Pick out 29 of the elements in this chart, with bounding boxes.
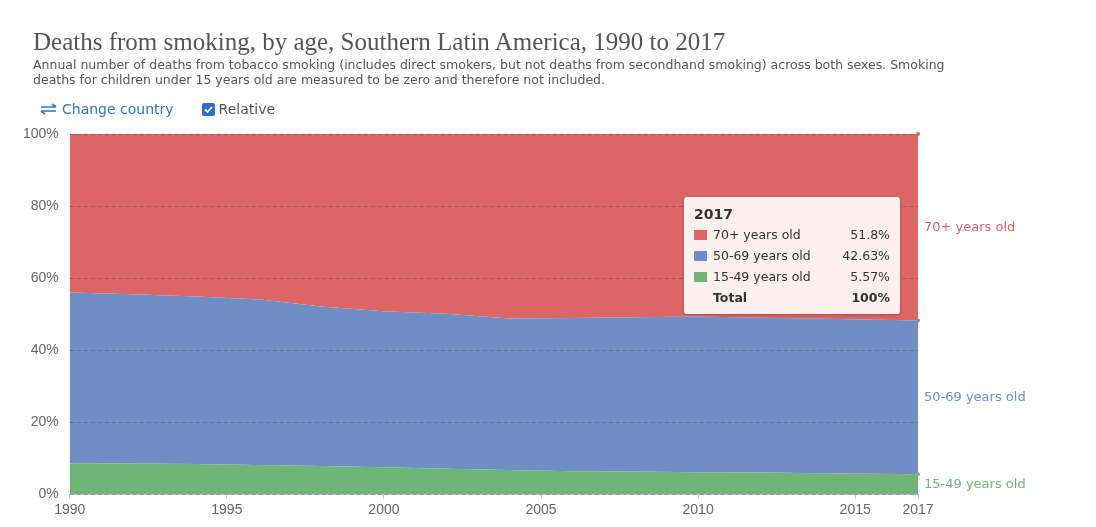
- x-tick-label: 2015: [839, 501, 871, 518]
- y-tick-label: 40%: [30, 340, 59, 357]
- chart-title: Deaths from smoking, by age, Southern Latin America, 1990 to 2017: [33, 28, 726, 56]
- legend-label: 50-69 years old: [713, 248, 812, 263]
- text: Relative: [218, 101, 276, 117]
- y-tick-label: 20%: [30, 413, 59, 430]
- text: Change country: [62, 101, 174, 117]
- annotation: 2017: [694, 204, 734, 224]
- text: 50-69 years old: [924, 388, 1026, 404]
- x-tick-label: 2017: [902, 501, 934, 518]
- annotation: 42.63%: [842, 248, 890, 263]
- legend-label: 70+ years old: [713, 227, 802, 242]
- y-tick-label: 100%: [22, 124, 59, 141]
- y-tick-label: 80%: [30, 196, 59, 213]
- annotation: 100%: [851, 290, 890, 305]
- x-tick-label: 2005: [525, 501, 557, 518]
- legend-label: 15-49 years old: [713, 269, 812, 284]
- annotation: 5.57%: [850, 269, 890, 284]
- annotation: 51.8%: [850, 227, 890, 242]
- x-tick-label: 1990: [54, 501, 86, 518]
- annotation: Total: [713, 290, 749, 305]
- chart-subtitle: Annual number of deaths from tobacco smoking (includes direct smokers, but not deaths from secondhand smoking) across both sexes. Smoking deaths for children under 15 years old are measured to be zero and therefore not included.: [33, 57, 946, 87]
- y-tick-label: 60%: [30, 268, 59, 285]
- x-tick-label: 2010: [682, 501, 714, 518]
- x-tick-label: 2000: [368, 501, 400, 518]
- x-tick-label: 1995: [211, 501, 243, 518]
- text: 15-49 years old: [924, 475, 1026, 491]
- text: 70+ years old: [924, 218, 1016, 234]
- y-tick-label: 0%: [38, 485, 59, 502]
